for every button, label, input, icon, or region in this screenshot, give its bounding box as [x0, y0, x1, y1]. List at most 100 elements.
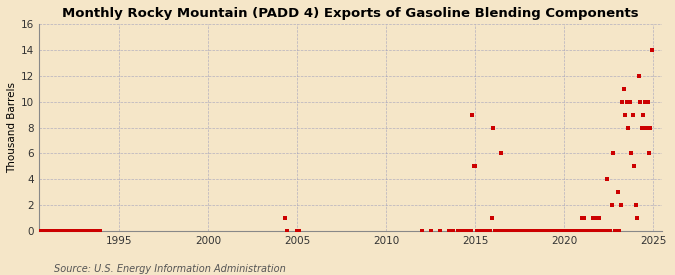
Point — [535, 229, 546, 233]
Point — [544, 229, 555, 233]
Point — [72, 229, 83, 233]
Point — [504, 229, 515, 233]
Point — [616, 203, 626, 207]
Point — [481, 229, 491, 233]
Point — [562, 229, 573, 233]
Point — [607, 203, 618, 207]
Point — [38, 229, 49, 233]
Point — [503, 229, 514, 233]
Point — [516, 229, 526, 233]
Point — [533, 229, 543, 233]
Point — [572, 229, 583, 233]
Point — [590, 229, 601, 233]
Point — [61, 229, 72, 233]
Point — [647, 48, 657, 52]
Point — [40, 229, 51, 233]
Point — [83, 229, 94, 233]
Point — [76, 229, 86, 233]
Point — [62, 229, 73, 233]
Point — [41, 229, 52, 233]
Point — [592, 216, 603, 221]
Point — [86, 229, 97, 233]
Point — [601, 229, 612, 233]
Point — [522, 229, 533, 233]
Point — [491, 229, 502, 233]
Point — [70, 229, 80, 233]
Point — [476, 229, 487, 233]
Point — [477, 229, 488, 233]
Point — [623, 125, 634, 130]
Point — [292, 229, 303, 233]
Point — [513, 229, 524, 233]
Point — [482, 229, 493, 233]
Point — [545, 229, 556, 233]
Point — [551, 229, 562, 233]
Point — [634, 100, 645, 104]
Point — [25, 229, 36, 233]
Point — [88, 229, 99, 233]
Point — [599, 229, 610, 233]
Point — [560, 229, 571, 233]
Point — [461, 229, 472, 233]
Title: Monthly Rocky Mountain (PADD 4) Exports of Gasoline Blending Components: Monthly Rocky Mountain (PADD 4) Exports … — [63, 7, 639, 20]
Point — [620, 112, 630, 117]
Point — [540, 229, 551, 233]
Point — [602, 177, 613, 182]
Point — [63, 229, 74, 233]
Point — [31, 229, 42, 233]
Point — [435, 229, 446, 233]
Point — [448, 229, 458, 233]
Point — [564, 229, 574, 233]
Point — [510, 229, 521, 233]
Point — [508, 229, 519, 233]
Point — [559, 229, 570, 233]
Point — [621, 100, 632, 104]
Point — [501, 229, 512, 233]
Point — [633, 73, 644, 78]
Point — [603, 229, 614, 233]
Point — [571, 229, 582, 233]
Point — [618, 86, 629, 91]
Text: Source: U.S. Energy Information Administration: Source: U.S. Energy Information Administ… — [54, 264, 286, 274]
Point — [512, 229, 522, 233]
Point — [638, 112, 649, 117]
Point — [80, 229, 90, 233]
Point — [46, 229, 57, 233]
Point — [632, 216, 643, 221]
Point — [51, 229, 62, 233]
Point — [566, 229, 577, 233]
Point — [90, 229, 101, 233]
Point — [506, 229, 516, 233]
Point — [95, 229, 105, 233]
Point — [452, 229, 463, 233]
Point — [425, 229, 436, 233]
Point — [32, 229, 43, 233]
Point — [550, 229, 561, 233]
Point — [483, 229, 494, 233]
Point — [466, 229, 477, 233]
Point — [68, 229, 79, 233]
Point — [500, 229, 510, 233]
Point — [280, 216, 291, 221]
Point — [627, 112, 638, 117]
Point — [553, 229, 564, 233]
Point — [455, 229, 466, 233]
Point — [462, 229, 473, 233]
Point — [59, 229, 70, 233]
Point — [486, 216, 497, 221]
Point — [583, 229, 593, 233]
Point — [50, 229, 61, 233]
Point — [520, 229, 531, 233]
Point — [458, 229, 469, 233]
Point — [78, 229, 89, 233]
Point — [575, 229, 586, 233]
Point — [642, 100, 653, 104]
Point — [538, 229, 549, 233]
Point — [473, 229, 484, 233]
Point — [565, 229, 576, 233]
Point — [531, 229, 541, 233]
Point — [488, 125, 499, 130]
Point — [541, 229, 552, 233]
Point — [53, 229, 64, 233]
Point — [55, 229, 65, 233]
